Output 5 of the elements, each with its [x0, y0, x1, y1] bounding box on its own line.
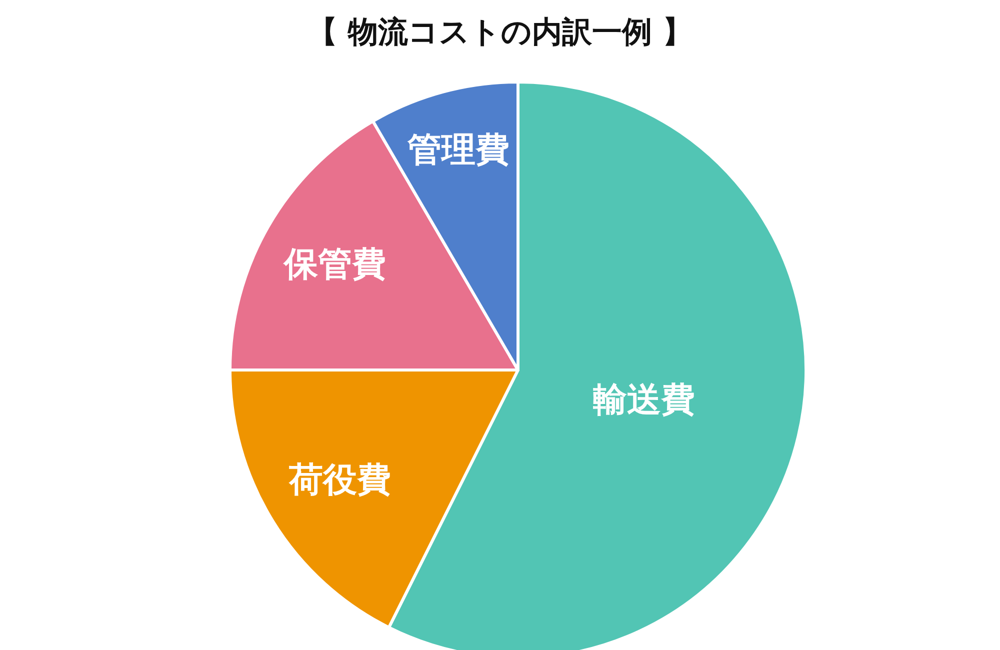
chart-title: 【 物流コストの内訳一例 】 [308, 15, 692, 50]
slice-label: 保管費 [282, 244, 386, 285]
slice-label: 荷役費 [288, 460, 391, 500]
slice-label: 輸送費 [592, 380, 696, 420]
slice-label: 管理費 [406, 130, 510, 170]
